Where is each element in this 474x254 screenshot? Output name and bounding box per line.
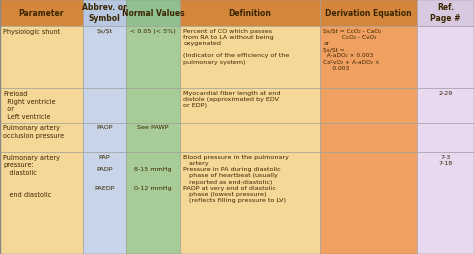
Text: 8-15 mmHg


0-12 mmHg: 8-15 mmHg 0-12 mmHg — [134, 154, 172, 190]
Text: Physiologic shunt: Physiologic shunt — [3, 28, 61, 35]
Text: Definition: Definition — [228, 9, 272, 18]
Text: 2-29: 2-29 — [438, 91, 453, 96]
Bar — [417, 89, 474, 123]
Text: Myocardial fiber length at end
distole (approximated by EDV
or EDP): Myocardial fiber length at end distole (… — [183, 91, 281, 108]
Bar — [0, 152, 83, 254]
Bar — [126, 27, 180, 89]
Bar — [180, 123, 320, 152]
Bar — [83, 27, 126, 89]
Bar — [417, 123, 474, 152]
Text: 7-3
7-18: 7-3 7-18 — [438, 154, 453, 165]
Bar — [0, 89, 83, 123]
Bar — [180, 0, 320, 27]
Bar — [417, 152, 474, 254]
Text: See PAWP: See PAWP — [137, 125, 169, 130]
Text: Ṣs/Ṣt: Ṣs/Ṣt — [96, 28, 112, 34]
Bar — [320, 123, 417, 152]
Text: Ref.
Page #: Ref. Page # — [430, 3, 461, 23]
Text: < 0.05 (< 5%): < 0.05 (< 5%) — [130, 28, 176, 34]
Text: Parameter: Parameter — [19, 9, 64, 18]
Bar — [180, 27, 320, 89]
Bar — [417, 27, 474, 89]
Bar — [126, 89, 180, 123]
Bar — [0, 27, 83, 89]
Bar — [83, 0, 126, 27]
Bar — [126, 123, 180, 152]
Text: Preload
  Right ventricle
  or
  Left ventricle: Preload Right ventricle or Left ventricl… — [3, 91, 56, 119]
Bar — [417, 0, 474, 27]
Bar — [126, 152, 180, 254]
Text: Derivation Equation: Derivation Equation — [325, 9, 412, 18]
Bar — [83, 89, 126, 123]
Bar — [83, 123, 126, 152]
Bar — [320, 89, 417, 123]
Bar — [0, 123, 83, 152]
Text: Normal Values: Normal Values — [121, 9, 184, 18]
Bar — [320, 152, 417, 254]
Bar — [320, 0, 417, 27]
Bar — [0, 0, 83, 27]
Bar — [83, 152, 126, 254]
Bar — [180, 152, 320, 254]
Text: PAP

PADP


PAEDP: PAP PADP PAEDP — [94, 154, 115, 190]
Text: Percent of CO which passes
from RA to LA without being
oxygenated

(Indicator of: Percent of CO which passes from RA to LA… — [183, 28, 290, 64]
Text: Pulmonary artery
pressure:
   diastolic


   end diastolic: Pulmonary artery pressure: diastolic end… — [3, 154, 60, 198]
Bar — [126, 0, 180, 27]
Text: Ṣs/Ṣt = CcO₂ - CaO₂
          CcO₂ - C̅vO₂
or
Ṣs/Ṣt =
  A-aDO₂ × 0.003
Ca-̅vO₂ +: Ṣs/Ṣt = CcO₂ - CaO₂ CcO₂ - C̅vO₂ or Ṣs/Ṣ… — [323, 28, 382, 70]
Text: Pulmonary artery
occlusion pressure: Pulmonary artery occlusion pressure — [3, 125, 64, 138]
Bar — [320, 27, 417, 89]
Text: Blood pressure in the pulmonary
   artery
Pressure in PA during diastolic
   pha: Blood pressure in the pulmonary artery P… — [183, 154, 289, 202]
Bar — [180, 89, 320, 123]
Text: PAOP: PAOP — [96, 125, 113, 130]
Text: Abbrev. or
Symbol: Abbrev. or Symbol — [82, 3, 127, 23]
